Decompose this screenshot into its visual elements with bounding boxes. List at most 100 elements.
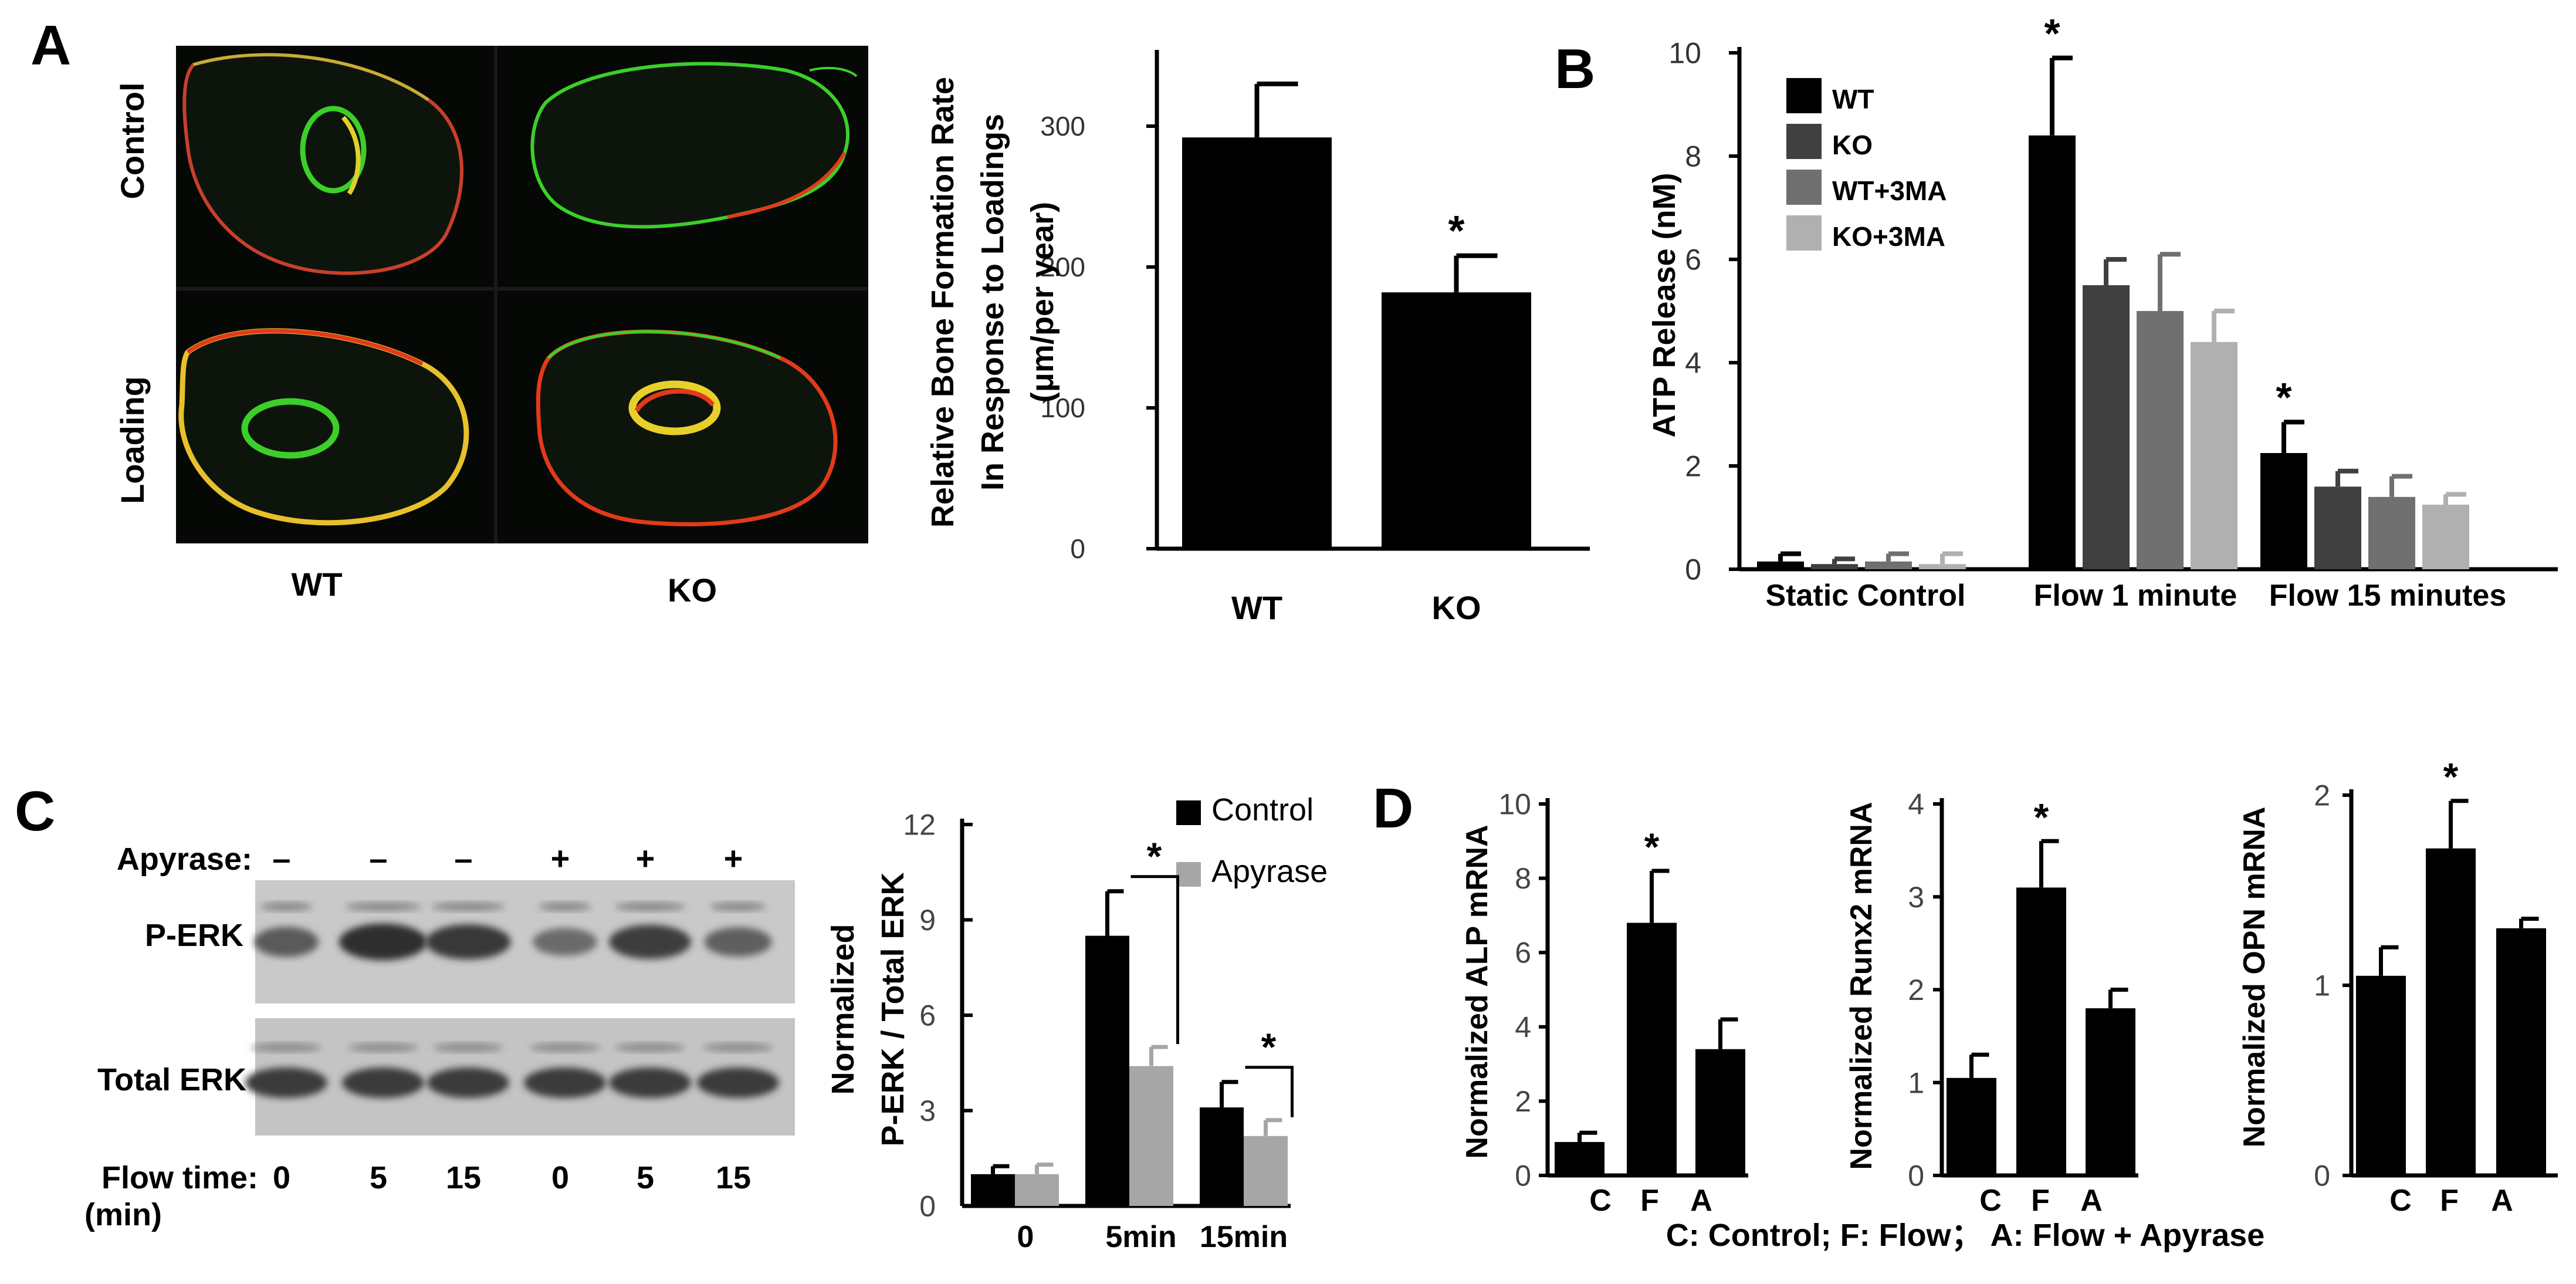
y-tick-label: 8 — [1515, 862, 1531, 895]
bar — [1382, 292, 1531, 549]
panel-d-footnote: C: Control; F: Flow； A: Flow + Apyrase — [1666, 1218, 2265, 1253]
bar — [2029, 135, 2076, 570]
x-tick-label: Flow 1 minute — [2034, 579, 2238, 613]
x-tick-label: C — [2389, 1184, 2412, 1218]
bar — [2356, 975, 2406, 1175]
y-tick-label: 2 — [1908, 974, 1924, 1006]
bar — [1085, 935, 1129, 1206]
flow-time-value: 15 — [446, 1160, 481, 1195]
flow-time-value: 0 — [273, 1160, 290, 1195]
col-label-wt: WT — [291, 566, 342, 603]
bar — [1757, 561, 1804, 569]
apyrase-sign: – — [272, 840, 290, 877]
y-tick-label: 10 — [1668, 37, 1701, 70]
total-erk-band — [427, 1067, 509, 1098]
panel-letter-c: C — [15, 780, 55, 843]
y-tick-label: 10 — [1498, 788, 1531, 821]
y-tick-label: 3 — [1908, 881, 1924, 914]
p-erk-band — [704, 927, 772, 957]
y-tick-label: 4 — [1515, 1011, 1531, 1043]
y-tick-label: 6 — [919, 999, 936, 1032]
total-erk-upper-band — [703, 1043, 773, 1052]
total-erk-band — [342, 1067, 424, 1098]
legend-label: KO — [1832, 130, 1873, 160]
bar — [2496, 928, 2546, 1175]
bar — [2422, 505, 2469, 569]
y-tick-label: 9 — [919, 904, 936, 937]
bar — [2426, 848, 2476, 1175]
bar — [1244, 1136, 1288, 1206]
y-tick-label: 2 — [1515, 1085, 1531, 1118]
bar — [1695, 1049, 1745, 1175]
row-label-loading: Loading — [114, 376, 151, 504]
panel-a-micrographs — [176, 46, 868, 543]
total-erk-band — [524, 1067, 606, 1098]
x-tick-label: WT — [1231, 589, 1282, 626]
bar — [1129, 1066, 1173, 1206]
y-axis-label: In Response to Loadings — [975, 114, 1010, 491]
legend-swatch — [1786, 124, 1822, 159]
flow-times: 0 5 15 0 5 15 — [273, 1160, 751, 1195]
significance-star: * — [1147, 834, 1162, 878]
legend-swatch — [1176, 862, 1201, 887]
y-tick-label: 1 — [2314, 969, 2330, 1002]
y-tick-label: 4 — [1908, 788, 1924, 821]
p-erk-upper-band — [710, 902, 766, 911]
flow-time-value: 5 — [637, 1160, 654, 1195]
x-tick-label: Flow 15 minutes — [2269, 579, 2507, 613]
x-tick-label: C — [1979, 1184, 2002, 1218]
x-tick-label: A — [1690, 1184, 1712, 1218]
chart-runx2-mrna: 0 1 2 3 4 Normalized Runx2 mRNA C * F A — [1844, 788, 2138, 1218]
significance-star: * — [1644, 825, 1660, 869]
p-erk-upper-band — [431, 902, 505, 911]
x-tick-label: 0 — [1017, 1220, 1034, 1254]
flow-time-label: Flow time: — [101, 1160, 258, 1195]
y-tick-label: 2 — [2314, 779, 2330, 812]
legend-swatch — [1176, 800, 1201, 825]
x-tick-label: 15min — [1200, 1220, 1288, 1254]
total-erk-upper-band — [530, 1043, 600, 1052]
flow-time-unit: (min) — [84, 1197, 162, 1232]
bar — [1627, 923, 1677, 1175]
y-tick-label: 0 — [2314, 1160, 2330, 1192]
legend-label: WT — [1832, 84, 1874, 114]
band-label-total-erk: Total ERK — [97, 1062, 246, 1097]
x-tick-label: F — [2440, 1184, 2459, 1218]
apyrase-sign: + — [636, 840, 655, 877]
y-tick-label: 3 — [919, 1094, 936, 1127]
bar — [2191, 342, 2238, 569]
legend-swatch — [1786, 215, 1822, 251]
p-erk-upper-band — [539, 902, 591, 911]
comparison-bracket — [1245, 1066, 1294, 1117]
bar — [1811, 564, 1858, 569]
x-tick-label: C — [1589, 1184, 1612, 1218]
panel-c-blot: Apyrase: – – – + + + P-ERK Total ERK Flow tim… — [84, 840, 795, 1232]
bar — [1865, 561, 1912, 569]
bar — [2368, 496, 2415, 569]
y-tick-label: 12 — [903, 809, 936, 842]
bar — [2083, 285, 2130, 569]
x-tick-label: 5min — [1105, 1220, 1176, 1254]
x-tick-label: A — [2080, 1184, 2103, 1218]
legend-label: KO+3MA — [1832, 221, 1945, 252]
total-erk-band — [697, 1067, 779, 1098]
significance-star: * — [1261, 1025, 1277, 1069]
y-axis-label: ATP Release (nM) — [1647, 173, 1682, 437]
row-label-control: Control — [114, 82, 151, 199]
bar — [1015, 1174, 1059, 1206]
p-erk-upper-band — [615, 902, 685, 911]
panel-letter-a: A — [31, 14, 71, 77]
legend-label: WT+3MA — [1832, 175, 1947, 206]
comparison-bracket — [1130, 875, 1179, 1045]
x-tick-label: F — [1640, 1184, 1659, 1218]
x-tick-label: Static Control — [1766, 579, 1966, 613]
legend-swatch — [1786, 170, 1822, 205]
y-tick-label: 200 — [1040, 252, 1085, 282]
apyrase-label: Apyrase: — [117, 842, 252, 877]
flow-time-value: 5 — [370, 1160, 387, 1195]
y-axis-label: Relative Bone Formation Rate — [925, 77, 960, 528]
bar — [1947, 1077, 1996, 1175]
y-tick-label: 0 — [1908, 1160, 1924, 1192]
y-tick-label: 0 — [1515, 1160, 1531, 1192]
